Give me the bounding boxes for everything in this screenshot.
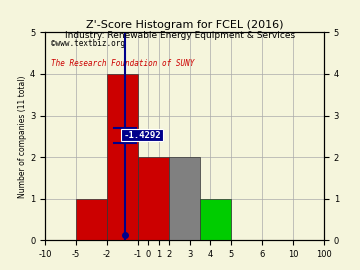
Text: Industry: Renewable Energy Equipment & Services: Industry: Renewable Energy Equipment & S… — [65, 31, 295, 40]
Text: ©www.textbiz.org: ©www.textbiz.org — [50, 39, 125, 48]
Bar — [169, 157, 200, 240]
Y-axis label: Number of companies (11 total): Number of companies (11 total) — [18, 75, 27, 198]
Bar — [76, 199, 107, 240]
Text: The Research Foundation of SUNY: The Research Foundation of SUNY — [50, 59, 194, 68]
Bar — [200, 199, 231, 240]
Bar — [107, 74, 138, 240]
Title: Z'-Score Histogram for FCEL (2016): Z'-Score Histogram for FCEL (2016) — [86, 20, 283, 30]
Text: -1.4292: -1.4292 — [123, 131, 161, 140]
Bar — [138, 157, 169, 240]
